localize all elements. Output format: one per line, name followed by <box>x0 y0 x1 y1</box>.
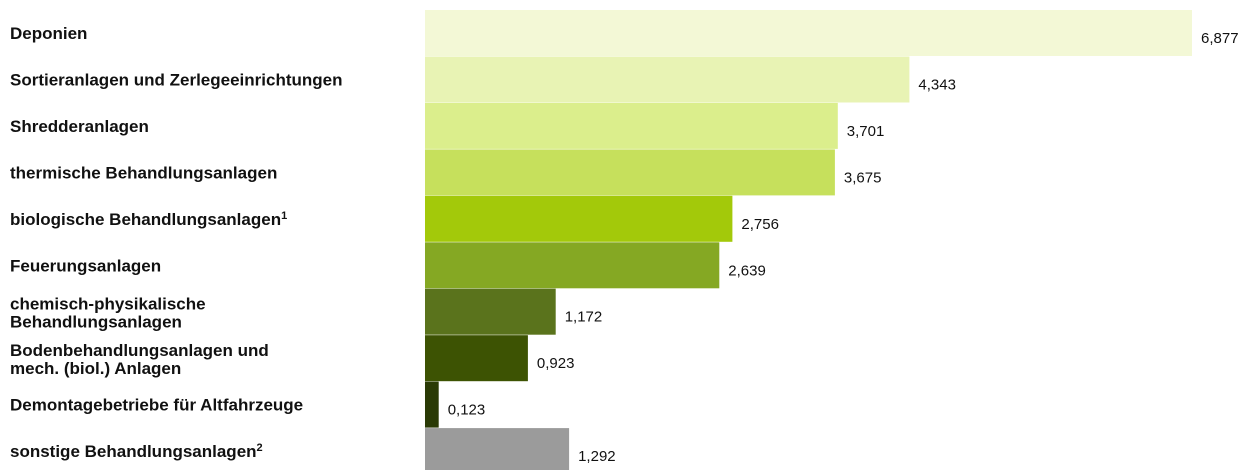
bar-0 <box>425 10 1192 56</box>
category-label-9: sonstige Behandlungsanlagen2 <box>10 442 263 461</box>
category-label-4: biologische Behandlungsanlagen1 <box>10 210 287 229</box>
bar-3 <box>425 149 835 196</box>
category-label-5: Feuerungsanlagen <box>10 256 161 275</box>
category-label-3: thermische Behandlungsanlagen <box>10 163 277 182</box>
bar-4 <box>425 195 733 242</box>
category-label-1: Sortieranlagen und Zerlegeeinrichtungen <box>10 71 343 90</box>
bar-9 <box>425 428 570 470</box>
category-label-2: Shredderanlagen <box>10 117 149 136</box>
value-label-0: 6,877 <box>1201 30 1239 47</box>
value-labels: 6,877 4,343 3,701 3,675 2,756 2,639 1,172 0,923… <box>448 30 1239 465</box>
value-label-5: 2,639 <box>728 262 766 279</box>
bar-7 <box>425 335 528 382</box>
category-label-7: Bodenbehandlungsanlagen und mech. (biol.)… <box>10 341 269 378</box>
value-label-4: 2,756 <box>741 216 779 233</box>
category-labels: Deponien Sortieranlagen und Zerlegeeinric… <box>10 24 343 461</box>
value-label-9: 1,292 <box>578 448 616 465</box>
value-label-2: 3,701 <box>847 123 885 140</box>
bar-8 <box>425 381 439 428</box>
category-label-0: Deponien <box>10 24 87 43</box>
category-label-6: chemisch-physikalische Behandlungsanlagen <box>10 295 206 332</box>
bars <box>425 10 1192 470</box>
bar-2 <box>425 102 838 149</box>
value-label-1: 4,343 <box>918 77 956 94</box>
bar-5 <box>425 242 720 289</box>
value-label-6: 1,172 <box>565 309 603 326</box>
value-label-7: 0,923 <box>537 355 575 372</box>
bar-1 <box>425 56 910 103</box>
value-label-3: 3,675 <box>844 169 882 186</box>
value-label-8: 0,123 <box>448 402 486 419</box>
bar-6 <box>425 288 556 335</box>
category-label-8: Demontagebetriebe für Altfahrzeuge <box>10 396 303 415</box>
